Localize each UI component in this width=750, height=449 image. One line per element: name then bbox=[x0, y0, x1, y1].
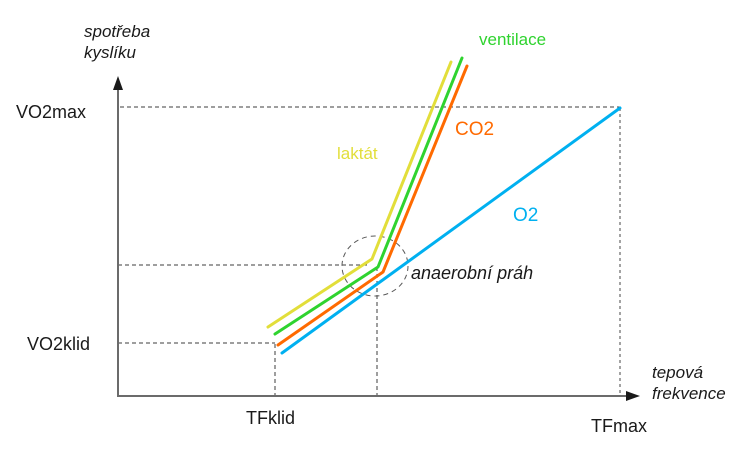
series-line-ventilace bbox=[273, 56, 464, 336]
y-axis-arrow-icon bbox=[113, 76, 123, 90]
series-line-O2 bbox=[280, 106, 622, 355]
x-axis-arrow-icon bbox=[626, 391, 640, 401]
x-axis-title: tepová frekvence bbox=[652, 363, 726, 403]
anaerobic-threshold-label: anaerobní práh bbox=[411, 263, 534, 283]
series-line-CO2 bbox=[276, 64, 469, 347]
y-tick-vo2klid: VO2klid bbox=[27, 334, 91, 354]
series-line-laktát bbox=[266, 60, 453, 329]
series-label-o2: O2 bbox=[513, 205, 539, 226]
y-tick-vo2max: VO2max bbox=[16, 102, 87, 122]
x-tick-tfmax: TFmax bbox=[591, 416, 647, 436]
series-label-laktat: laktát bbox=[337, 144, 378, 163]
anaerobic-threshold-circle bbox=[341, 235, 409, 297]
x-tick-tfklid: TFklid bbox=[246, 408, 295, 428]
series-label-co2: CO2 bbox=[455, 119, 495, 140]
y-axis-title: spotřeba kyslíku bbox=[84, 22, 151, 62]
series-label-ventilace: ventilace bbox=[479, 30, 547, 49]
